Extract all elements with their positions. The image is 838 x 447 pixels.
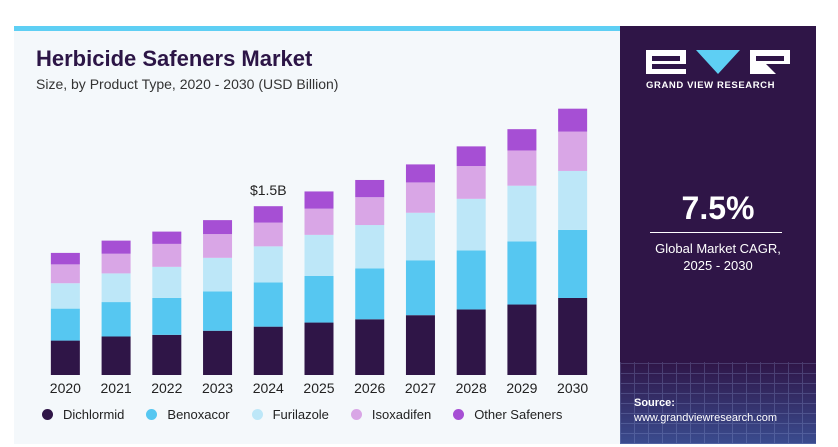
legend-label: Isoxadifen <box>371 407 432 422</box>
cagr-period: 2025 - 2030 <box>683 258 753 273</box>
bar-segment-2029-furilazole <box>507 185 537 242</box>
bar-segment-2028-other-safeners <box>456 146 486 167</box>
bar-segment-2027-other-safeners <box>405 164 435 183</box>
x-tick-label: 2026 <box>354 380 385 396</box>
bar-segment-2028-benoxacor <box>456 250 486 310</box>
bar-segment-2026-furilazole <box>355 225 385 269</box>
x-tick-label: 2030 <box>557 380 588 396</box>
bar-segment-2023-benoxacor <box>203 291 233 331</box>
bar-segment-2030-other-safeners <box>558 108 588 132</box>
bar-segment-2021-benoxacor <box>101 302 131 337</box>
legend-item: Furilazole <box>251 407 329 422</box>
bar-segment-2027-benoxacor <box>405 260 435 316</box>
bar-segment-2026-other-safeners <box>355 179 385 198</box>
legend-swatch <box>453 409 465 420</box>
legend-swatch <box>350 409 362 420</box>
x-tick-label: 2022 <box>151 380 182 396</box>
bar-segment-2026-benoxacor <box>355 268 385 320</box>
bar-segment-2020-other-safeners <box>50 252 80 265</box>
chart-legend: Dichlormid Benoxacor Furilazole Isoxadifen O… <box>42 407 584 422</box>
bar-segment-2023-other-safeners <box>203 220 233 235</box>
bar-segment-2023-furilazole <box>203 257 233 292</box>
bar-segment-2020-furilazole <box>50 283 80 309</box>
bar-segment-2030-isoxadifen <box>558 131 588 171</box>
chart-title: Herbicide Safeners Market <box>36 46 313 71</box>
legend-item: Other Safeners <box>453 407 562 422</box>
bar-segment-2028-dichlormid <box>456 309 486 375</box>
bar-segment-2029-isoxadifen <box>507 150 537 186</box>
legend-swatch <box>251 409 263 420</box>
bar-segment-2024-other-safeners <box>253 206 283 223</box>
bar-segment-2025-dichlormid <box>304 322 334 375</box>
bar-segment-2020-benoxacor <box>50 308 80 341</box>
x-tick-label: 2029 <box>506 380 537 396</box>
legend-label: Other Safeners <box>474 407 563 422</box>
bar-segment-2025-furilazole <box>304 234 334 276</box>
x-tick-label: 2023 <box>202 380 233 396</box>
bar-segment-2030-furilazole <box>558 170 588 230</box>
grand-view-research-logo <box>646 50 790 74</box>
bar-segment-2025-isoxadifen <box>304 208 334 235</box>
legend-label: Furilazole <box>272 407 329 422</box>
bar-segment-2029-dichlormid <box>507 304 537 375</box>
x-tick-label: 2021 <box>101 380 132 396</box>
chart-subtitle: Size, by Product Type, 2020 - 2030 (USD … <box>36 76 339 92</box>
bar-segment-2025-benoxacor <box>304 275 334 323</box>
bar-segment-2020-isoxadifen <box>50 264 80 284</box>
cagr-label: Global Market CAGR, 2025 - 2030 <box>620 240 816 274</box>
bar-segment-2028-isoxadifen <box>456 166 486 199</box>
x-tick-label: 2024 <box>253 380 284 396</box>
legend-item: Isoxadifen <box>350 407 432 422</box>
bar-segment-2029-benoxacor <box>507 241 537 305</box>
bar-segment-2021-dichlormid <box>101 336 131 375</box>
bar-segment-2020-dichlormid <box>50 340 80 375</box>
legend-item: Dichlormid <box>42 407 124 422</box>
x-tick-label: 2028 <box>456 380 487 396</box>
bar-segment-2023-isoxadifen <box>203 234 233 258</box>
bar-segment-2024-benoxacor <box>253 282 283 327</box>
bar-segment-2026-dichlormid <box>355 319 385 375</box>
bar-segment-2021-isoxadifen <box>101 253 131 274</box>
bar-segment-2026-isoxadifen <box>355 197 385 226</box>
stacked-bar-chart: 2020 2021 2022 2023 2024 $1.5B 2025 2026 2027 202… <box>50 108 588 396</box>
bar-segment-2030-dichlormid <box>558 297 588 375</box>
cagr-value: 7.5% <box>681 190 755 226</box>
cagr-divider <box>650 232 782 233</box>
bar-segment-2028-furilazole <box>456 198 486 251</box>
bar-segment-2030-benoxacor <box>558 229 588 298</box>
bar-segment-2024-furilazole <box>253 246 283 283</box>
bar-segment-2024-isoxadifen <box>253 222 283 247</box>
legend-swatch <box>42 409 53 420</box>
source-url[interactable]: www.grandviewresearch.com <box>634 412 778 424</box>
bar-annotation-label: $1.5B <box>250 182 287 198</box>
brand-name: GRAND VIEW RESEARCH <box>646 80 776 91</box>
bar-segment-2029-other-safeners <box>507 129 537 151</box>
legend-swatch <box>146 409 158 420</box>
bar-segment-2024-dichlormid <box>253 326 283 375</box>
source-background <box>620 362 816 444</box>
bar-segment-2027-isoxadifen <box>405 182 435 213</box>
x-tick-label: 2020 <box>50 380 81 396</box>
x-tick-label: 2027 <box>405 380 436 396</box>
bar-segment-2022-benoxacor <box>152 297 182 335</box>
bar-segment-2022-other-safeners <box>152 231 182 244</box>
bar-segment-2022-dichlormid <box>152 334 182 375</box>
bar-segment-2022-isoxadifen <box>152 243 182 267</box>
bar-segment-2022-furilazole <box>152 266 182 298</box>
source-grid-decoration <box>620 362 816 444</box>
x-tick-label: 2025 <box>303 380 334 396</box>
cagr-label-text: Global Market CAGR, <box>655 241 781 256</box>
bar-segment-2025-other-safeners <box>304 191 334 209</box>
legend-label: Dichlormid <box>63 407 125 422</box>
bar-segment-2023-dichlormid <box>203 330 233 375</box>
bar-segment-2027-furilazole <box>405 212 435 261</box>
bar-segment-2021-other-safeners <box>101 240 131 254</box>
bar-segment-2027-dichlormid <box>405 315 435 375</box>
legend-item: Benoxacor <box>146 407 230 422</box>
source-title: Source: <box>634 397 675 409</box>
legend-label: Benoxacor <box>167 407 230 422</box>
bar-segment-2021-furilazole <box>101 273 131 303</box>
